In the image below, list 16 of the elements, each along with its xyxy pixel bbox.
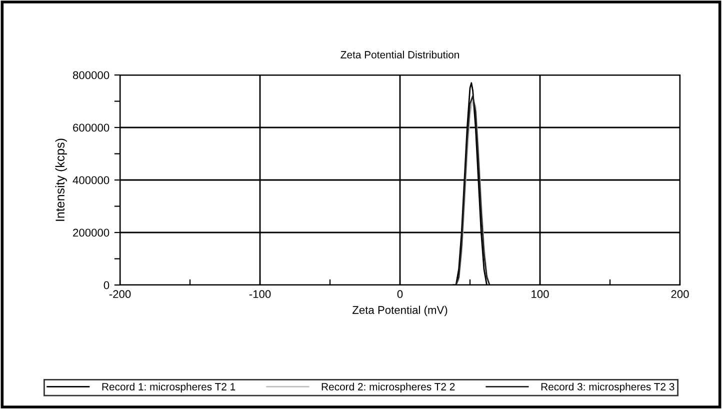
x-tick-label: -200 — [109, 290, 131, 298]
y-tick-label: 600000 — [73, 124, 110, 132]
legend-label: Record 1: microspheres T2 1 — [102, 382, 236, 392]
legend-label: Record 3: microspheres T2 3 — [541, 382, 674, 392]
x-axis-title: Zeta Potential (mV) — [352, 306, 448, 316]
x-tick-label: 0 — [397, 290, 403, 298]
chart-title: Zeta Potential Distribution — [340, 50, 459, 58]
y-tick-label: 200000 — [73, 228, 110, 237]
y-axis-title: Intensity (kcps) — [55, 138, 67, 221]
x-tick-label: 200 — [671, 290, 689, 298]
x-tick-label: 100 — [532, 290, 549, 298]
y-tick-label: 400000 — [72, 176, 110, 184]
y-tick-label: 0 — [104, 281, 110, 290]
legend-label: Record 2: microspheres T2 2 — [322, 382, 455, 392]
x-tick-label: -100 — [249, 290, 271, 298]
y-tick-label: 800000 — [72, 71, 110, 80]
